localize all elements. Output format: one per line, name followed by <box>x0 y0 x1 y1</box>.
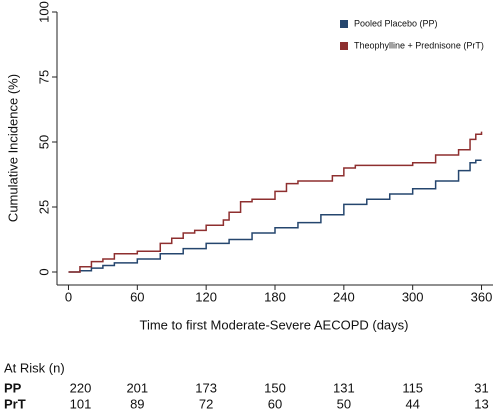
x-tick-label: 60 <box>130 289 144 304</box>
x-tick-label: 120 <box>195 289 217 304</box>
y-tick-label: 75 <box>36 70 51 84</box>
legend-swatch <box>340 20 348 28</box>
y-tick-label: 100 <box>36 1 51 23</box>
at-risk-row-name: PP <box>4 380 22 395</box>
legend-label: Pooled Placebo (PP) <box>354 18 438 28</box>
y-tick-label: 25 <box>36 200 51 214</box>
at-risk-value: 44 <box>405 396 419 411</box>
legend-label: Theophylline + Prednisone (PrT) <box>354 40 484 50</box>
legend-swatch <box>340 42 348 50</box>
y-axis-label: Cumulative Incidence (%) <box>5 74 20 222</box>
at-risk-value: 150 <box>264 380 286 395</box>
x-tick-label: 240 <box>333 289 355 304</box>
at-risk-value: 31 <box>474 380 488 395</box>
y-tick-label: 0 <box>36 268 51 275</box>
legend: Pooled Placebo (PP) Theophylline + Predni… <box>340 18 484 50</box>
at-risk-value: 101 <box>70 396 92 411</box>
x-tick-label: 180 <box>264 289 286 304</box>
series-line <box>68 159 482 273</box>
at-risk-value: 115 <box>402 380 423 395</box>
at-risk-value: 72 <box>199 396 213 411</box>
at-risk-value: 131 <box>333 380 355 395</box>
at-risk-value: 50 <box>337 396 351 411</box>
legend-box <box>328 14 490 58</box>
at-risk-value: 60 <box>268 396 282 411</box>
x-axis-label: Time to first Moderate-Severe AECOPD (da… <box>140 317 409 332</box>
y-tick-label: 50 <box>36 135 51 149</box>
series-line <box>68 131 483 273</box>
x-tick-label: 300 <box>402 289 424 304</box>
at-risk-value: 13 <box>474 396 488 411</box>
at-risk-value: 220 <box>70 380 92 395</box>
at-risk-title: At Risk (n) <box>4 360 65 375</box>
at-risk-row-name: PrT <box>4 396 26 411</box>
x-tick-label: 0 <box>65 289 72 304</box>
x-tick-label: 360 <box>471 289 493 304</box>
at-risk-value: 201 <box>126 380 148 395</box>
at-risk-value: 173 <box>195 380 217 395</box>
at-risk-value: 89 <box>130 396 144 411</box>
